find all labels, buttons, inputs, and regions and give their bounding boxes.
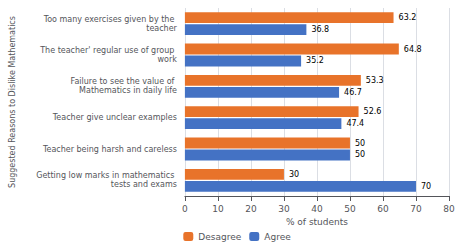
svg-text:70: 70 — [421, 182, 431, 191]
svg-text:40: 40 — [311, 204, 323, 214]
svg-text:Mathematics in daily life: Mathematics in daily life — [79, 86, 177, 95]
svg-text:Suggested Reasons to Dislike M: Suggested Reasons to Dislike Mathematics — [8, 16, 17, 188]
svg-text:50: 50 — [344, 204, 356, 214]
svg-text:0: 0 — [182, 204, 188, 214]
svg-text:The teacher' regular use of gr: The teacher' regular use of group — [39, 46, 177, 55]
svg-text:Getting low marks in mathemati: Getting low marks in mathematics — [36, 171, 177, 180]
svg-text:% of students: % of students — [286, 217, 348, 227]
svg-text:47.4: 47.4 — [346, 119, 364, 128]
svg-text:60: 60 — [377, 204, 389, 214]
svg-text:35.2: 35.2 — [306, 56, 324, 65]
svg-text:52.6: 52.6 — [364, 107, 382, 116]
svg-text:30: 30 — [278, 204, 290, 214]
svg-text:Too many exercises given by th: Too many exercises given by the — [43, 15, 177, 24]
svg-text:46.7: 46.7 — [344, 88, 362, 97]
svg-text:50: 50 — [355, 139, 365, 148]
svg-text:36.8: 36.8 — [311, 25, 329, 34]
svg-text:teacher: teacher — [146, 24, 177, 33]
svg-text:80: 80 — [443, 204, 455, 214]
svg-text:53.3: 53.3 — [366, 76, 384, 85]
svg-text:70: 70 — [410, 204, 422, 214]
svg-text:work: work — [158, 55, 178, 64]
svg-text:64.8: 64.8 — [404, 45, 422, 54]
svg-text:63.2: 63.2 — [399, 13, 417, 22]
svg-text:tests and exams: tests and exams — [111, 180, 177, 189]
svg-text:Desagree: Desagree — [198, 232, 241, 242]
svg-text:30: 30 — [289, 170, 299, 179]
svg-text:Teacher give unclear examples: Teacher give unclear examples — [52, 113, 177, 122]
svg-text:20: 20 — [245, 204, 257, 214]
svg-text:10: 10 — [212, 204, 224, 214]
svg-text:Teacher being harsh and carele: Teacher being harsh and careless — [42, 145, 177, 154]
svg-text:Agree: Agree — [264, 232, 291, 242]
svg-text:Failure to see the value of: Failure to see the value of — [71, 77, 177, 86]
svg-text:50: 50 — [355, 150, 365, 159]
